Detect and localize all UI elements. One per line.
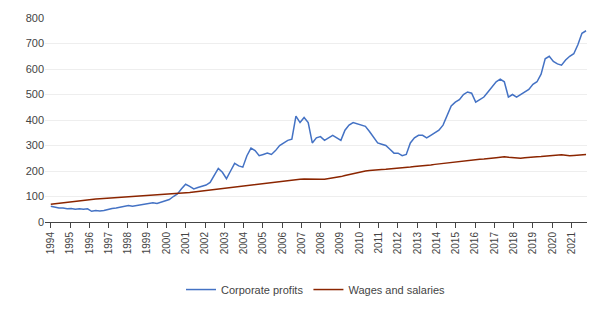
svg-text:1998: 1998 bbox=[122, 232, 133, 255]
svg-text:2006: 2006 bbox=[277, 232, 288, 255]
svg-text:2013: 2013 bbox=[412, 232, 423, 255]
svg-text:2005: 2005 bbox=[257, 232, 268, 255]
svg-text:2011: 2011 bbox=[373, 232, 384, 254]
svg-text:2008: 2008 bbox=[315, 232, 326, 255]
svg-text:400: 400 bbox=[26, 114, 44, 126]
svg-text:2009: 2009 bbox=[334, 232, 345, 255]
svg-text:2010: 2010 bbox=[354, 232, 365, 255]
svg-text:1996: 1996 bbox=[84, 232, 95, 255]
svg-text:2019: 2019 bbox=[527, 232, 538, 255]
svg-text:2002: 2002 bbox=[199, 232, 210, 255]
svg-text:2021: 2021 bbox=[566, 232, 577, 255]
svg-text:2003: 2003 bbox=[219, 232, 230, 255]
svg-text:2000: 2000 bbox=[161, 232, 172, 255]
svg-text:300: 300 bbox=[26, 139, 44, 151]
svg-text:100: 100 bbox=[26, 190, 44, 202]
svg-text:600: 600 bbox=[26, 63, 44, 75]
svg-text:2018: 2018 bbox=[508, 232, 519, 255]
svg-text:200: 200 bbox=[26, 165, 44, 177]
svg-text:2014: 2014 bbox=[431, 232, 442, 255]
svg-text:2017: 2017 bbox=[489, 232, 500, 255]
svg-text:500: 500 bbox=[26, 88, 44, 100]
svg-text:2001: 2001 bbox=[180, 232, 191, 255]
svg-text:700: 700 bbox=[26, 37, 44, 49]
svg-text:1994: 1994 bbox=[45, 232, 56, 255]
svg-text:1999: 1999 bbox=[141, 232, 152, 255]
svg-text:2007: 2007 bbox=[296, 232, 307, 255]
svg-text:0: 0 bbox=[38, 216, 44, 228]
svg-text:2004: 2004 bbox=[238, 232, 249, 255]
svg-text:2015: 2015 bbox=[450, 232, 461, 255]
svg-text:800: 800 bbox=[26, 12, 44, 24]
svg-text:2012: 2012 bbox=[392, 232, 403, 255]
svg-text:Wages and salaries: Wages and salaries bbox=[348, 284, 445, 296]
svg-text:Corporate profits: Corporate profits bbox=[221, 284, 303, 296]
svg-text:2020: 2020 bbox=[547, 232, 558, 255]
svg-text:2016: 2016 bbox=[469, 232, 480, 255]
svg-text:1995: 1995 bbox=[64, 232, 75, 255]
svg-text:1997: 1997 bbox=[103, 232, 114, 255]
